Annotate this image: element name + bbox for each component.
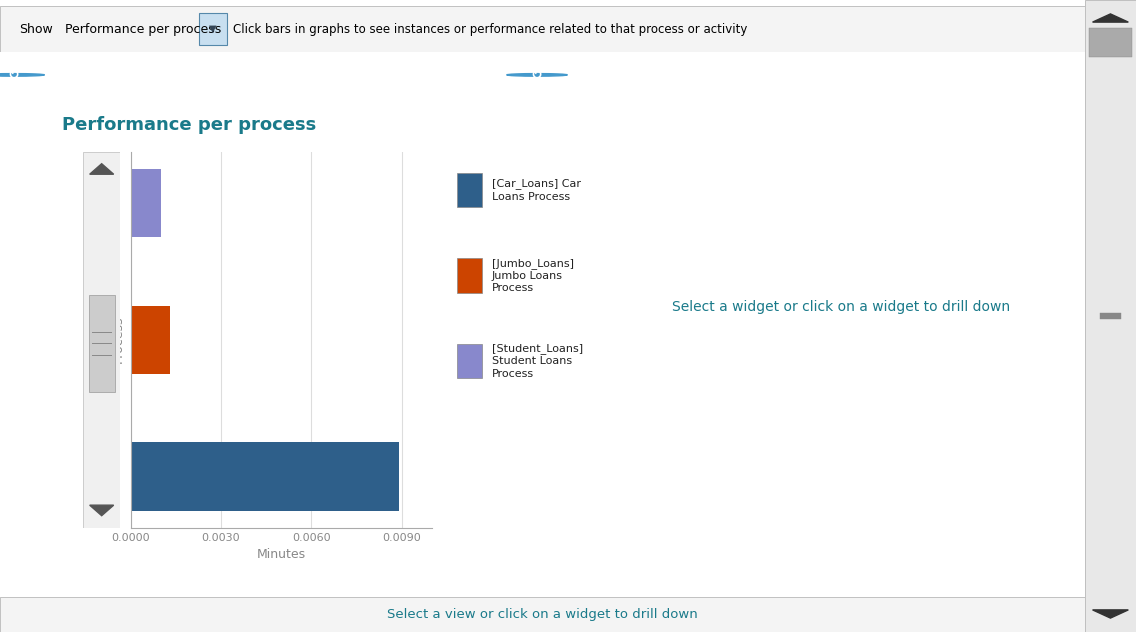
FancyBboxPatch shape bbox=[83, 152, 120, 528]
FancyBboxPatch shape bbox=[457, 344, 482, 378]
Bar bbox=[131, 305, 169, 374]
X-axis label: Minutes: Minutes bbox=[257, 548, 306, 561]
Text: ↻: ↻ bbox=[532, 68, 543, 82]
FancyBboxPatch shape bbox=[1100, 313, 1120, 319]
Text: Click bars in graphs to see instances or performance related to that process or : Click bars in graphs to see instances or… bbox=[233, 23, 747, 35]
Y-axis label: Process: Process bbox=[112, 316, 125, 363]
Circle shape bbox=[507, 73, 567, 76]
FancyBboxPatch shape bbox=[1085, 0, 1136, 632]
Text: Select a widget or click on a widget to drill down: Select a widget or click on a widget to … bbox=[671, 300, 1010, 313]
FancyBboxPatch shape bbox=[199, 13, 227, 45]
Text: [Jumbo_Loans]
Jumbo Loans
Process: [Jumbo_Loans] Jumbo Loans Process bbox=[492, 258, 574, 293]
Text: Select a view or click on a widget to drill down: Select a view or click on a widget to dr… bbox=[387, 608, 698, 621]
Text: Performance per process: Performance per process bbox=[62, 116, 317, 134]
Polygon shape bbox=[1093, 14, 1128, 22]
FancyBboxPatch shape bbox=[457, 258, 482, 293]
Text: ▼: ▼ bbox=[209, 24, 216, 34]
Text: Show: Show bbox=[19, 23, 53, 35]
FancyBboxPatch shape bbox=[1089, 28, 1131, 57]
FancyBboxPatch shape bbox=[0, 597, 1085, 632]
Polygon shape bbox=[90, 164, 114, 174]
Bar bbox=[131, 169, 161, 237]
FancyBboxPatch shape bbox=[0, 6, 1085, 52]
Text: Performance per process: Performance per process bbox=[65, 23, 222, 35]
FancyBboxPatch shape bbox=[89, 295, 115, 392]
Circle shape bbox=[0, 73, 44, 76]
Bar bbox=[131, 442, 399, 511]
Polygon shape bbox=[90, 505, 114, 516]
Polygon shape bbox=[1093, 610, 1128, 618]
Text: ↻: ↻ bbox=[8, 68, 20, 82]
FancyBboxPatch shape bbox=[457, 173, 482, 207]
Text: [Student_Loans]
Student Loans
Process: [Student_Loans] Student Loans Process bbox=[492, 343, 583, 379]
Text: [Car_Loans] Car
Loans Process: [Car_Loans] Car Loans Process bbox=[492, 179, 580, 202]
